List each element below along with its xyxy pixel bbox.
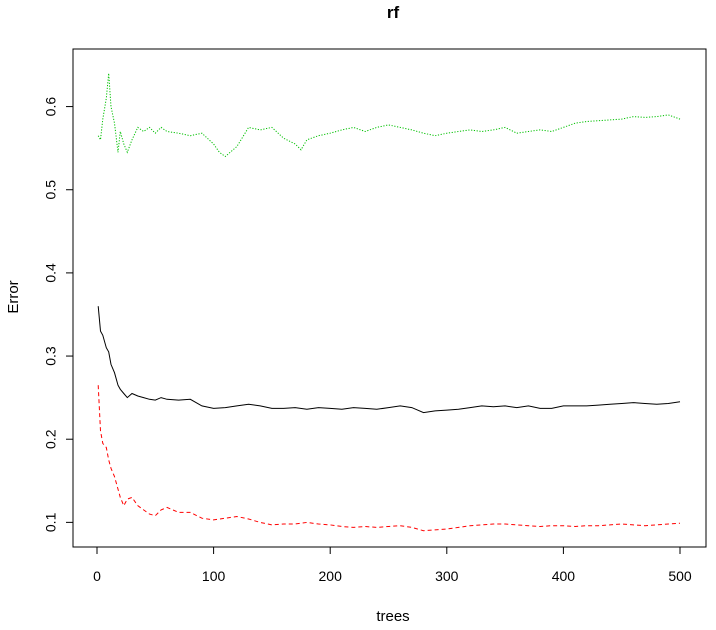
y-tick-label: 0.1 (43, 512, 59, 532)
y-tick-label: 0.5 (43, 180, 59, 200)
x-tick-label: 500 (668, 568, 692, 584)
y-tick-label: 0.3 (43, 346, 59, 366)
series-line-3 (97, 73, 681, 158)
y-axis-label: Error (5, 280, 22, 313)
y-tick-label: 0.4 (43, 263, 59, 283)
axes: 0 100 200 300 400 500 0.1 0.2 0.3 0.4 0.5 0.6 (43, 97, 692, 584)
x-tick-label: 200 (319, 568, 343, 584)
x-tick-label: 300 (435, 568, 459, 584)
y-tick-label: 0.6 (43, 97, 59, 117)
x-tick-label: 400 (552, 568, 576, 584)
series-line-1 (97, 306, 681, 414)
plot-frame (72, 48, 707, 548)
y-tick-label: 0.2 (43, 429, 59, 449)
plot-lines (97, 73, 681, 532)
series-line-2 (97, 385, 681, 532)
x-tick-label: 0 (93, 568, 101, 584)
x-axis-label: trees (376, 608, 409, 625)
x-tick-label: 100 (202, 568, 226, 584)
chart-title: rf (387, 3, 400, 22)
